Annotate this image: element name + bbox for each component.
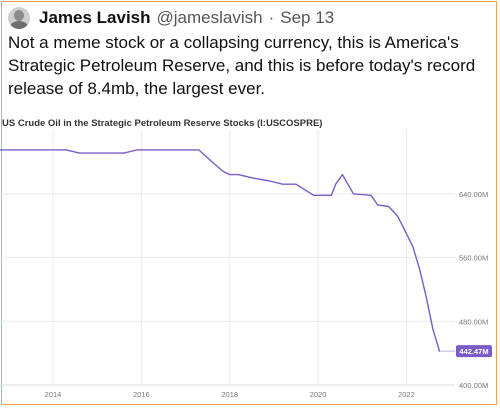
data-point [425, 296, 427, 298]
data-point [352, 193, 354, 195]
data-point [123, 152, 125, 154]
y-tick-label: 480.00M [459, 317, 488, 326]
data-point [377, 204, 379, 206]
data-point [136, 149, 138, 151]
tweet-date[interactable]: Sep 13 [280, 8, 335, 27]
x-tick-label: 2016 [133, 390, 150, 399]
series-layer [0, 149, 455, 352]
tweet-text: Not a meme stock or a collapsing currenc… [8, 33, 476, 98]
data-point [370, 194, 372, 196]
data-point [313, 194, 315, 196]
avatar[interactable] [8, 7, 30, 29]
data-point [251, 177, 253, 179]
last-value-badge [456, 345, 492, 358]
x-tick-label: 2020 [310, 390, 327, 399]
last-value-label: 442.47M [459, 347, 488, 356]
data-point [341, 174, 343, 176]
data-point [432, 328, 434, 330]
data-point [78, 152, 81, 154]
author-handle[interactable]: @jameslavish [156, 8, 263, 27]
data-point [419, 268, 421, 271]
grid-lines [0, 130, 455, 386]
x-tick-label: 2022 [398, 390, 415, 399]
tweet-header: James Lavish @jameslavish · Sep 13 [8, 7, 334, 29]
data-point [198, 149, 200, 151]
data-point [396, 215, 399, 217]
y-tick-label: 400.00M [459, 381, 488, 390]
data-point [405, 232, 408, 235]
axis-labels: 2014 2016 2018 2020 2022 400.00M 480.00M 560.00… [45, 190, 492, 399]
data-point [0, 149, 1, 151]
x-tick-label: 2014 [45, 390, 62, 399]
data-point [211, 161, 213, 163]
data-point [237, 174, 240, 176]
y-tick-label: 560.00M [459, 254, 488, 263]
data-point [412, 246, 414, 248]
y-tick-label: 640.00M [459, 190, 488, 199]
data-point [388, 205, 390, 208]
author-name[interactable]: James Lavish [39, 8, 151, 27]
data-point [335, 183, 337, 185]
data-point [222, 170, 224, 173]
data-point [229, 174, 231, 176]
data-point [282, 183, 284, 185]
line-chart: 2014 2016 2018 2020 2022 400.00M 480.00M 560.00… [0, 130, 492, 399]
data-point [295, 183, 297, 185]
header-separator: · [268, 8, 275, 27]
chart-title: US Crude Oil in the Strategic Petroleum … [2, 118, 323, 129]
data-point [268, 180, 271, 182]
data-point [330, 194, 332, 196]
data-point [65, 149, 67, 151]
x-tick-label: 2018 [221, 390, 238, 399]
